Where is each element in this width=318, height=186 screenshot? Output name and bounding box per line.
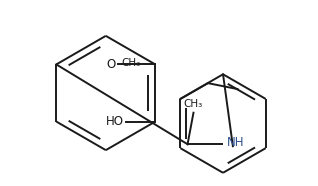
Text: HO: HO — [106, 115, 124, 128]
Text: CH₃: CH₃ — [122, 58, 141, 68]
Text: NH: NH — [227, 136, 245, 149]
Text: CH₃: CH₃ — [184, 99, 203, 109]
Text: O: O — [107, 58, 116, 71]
